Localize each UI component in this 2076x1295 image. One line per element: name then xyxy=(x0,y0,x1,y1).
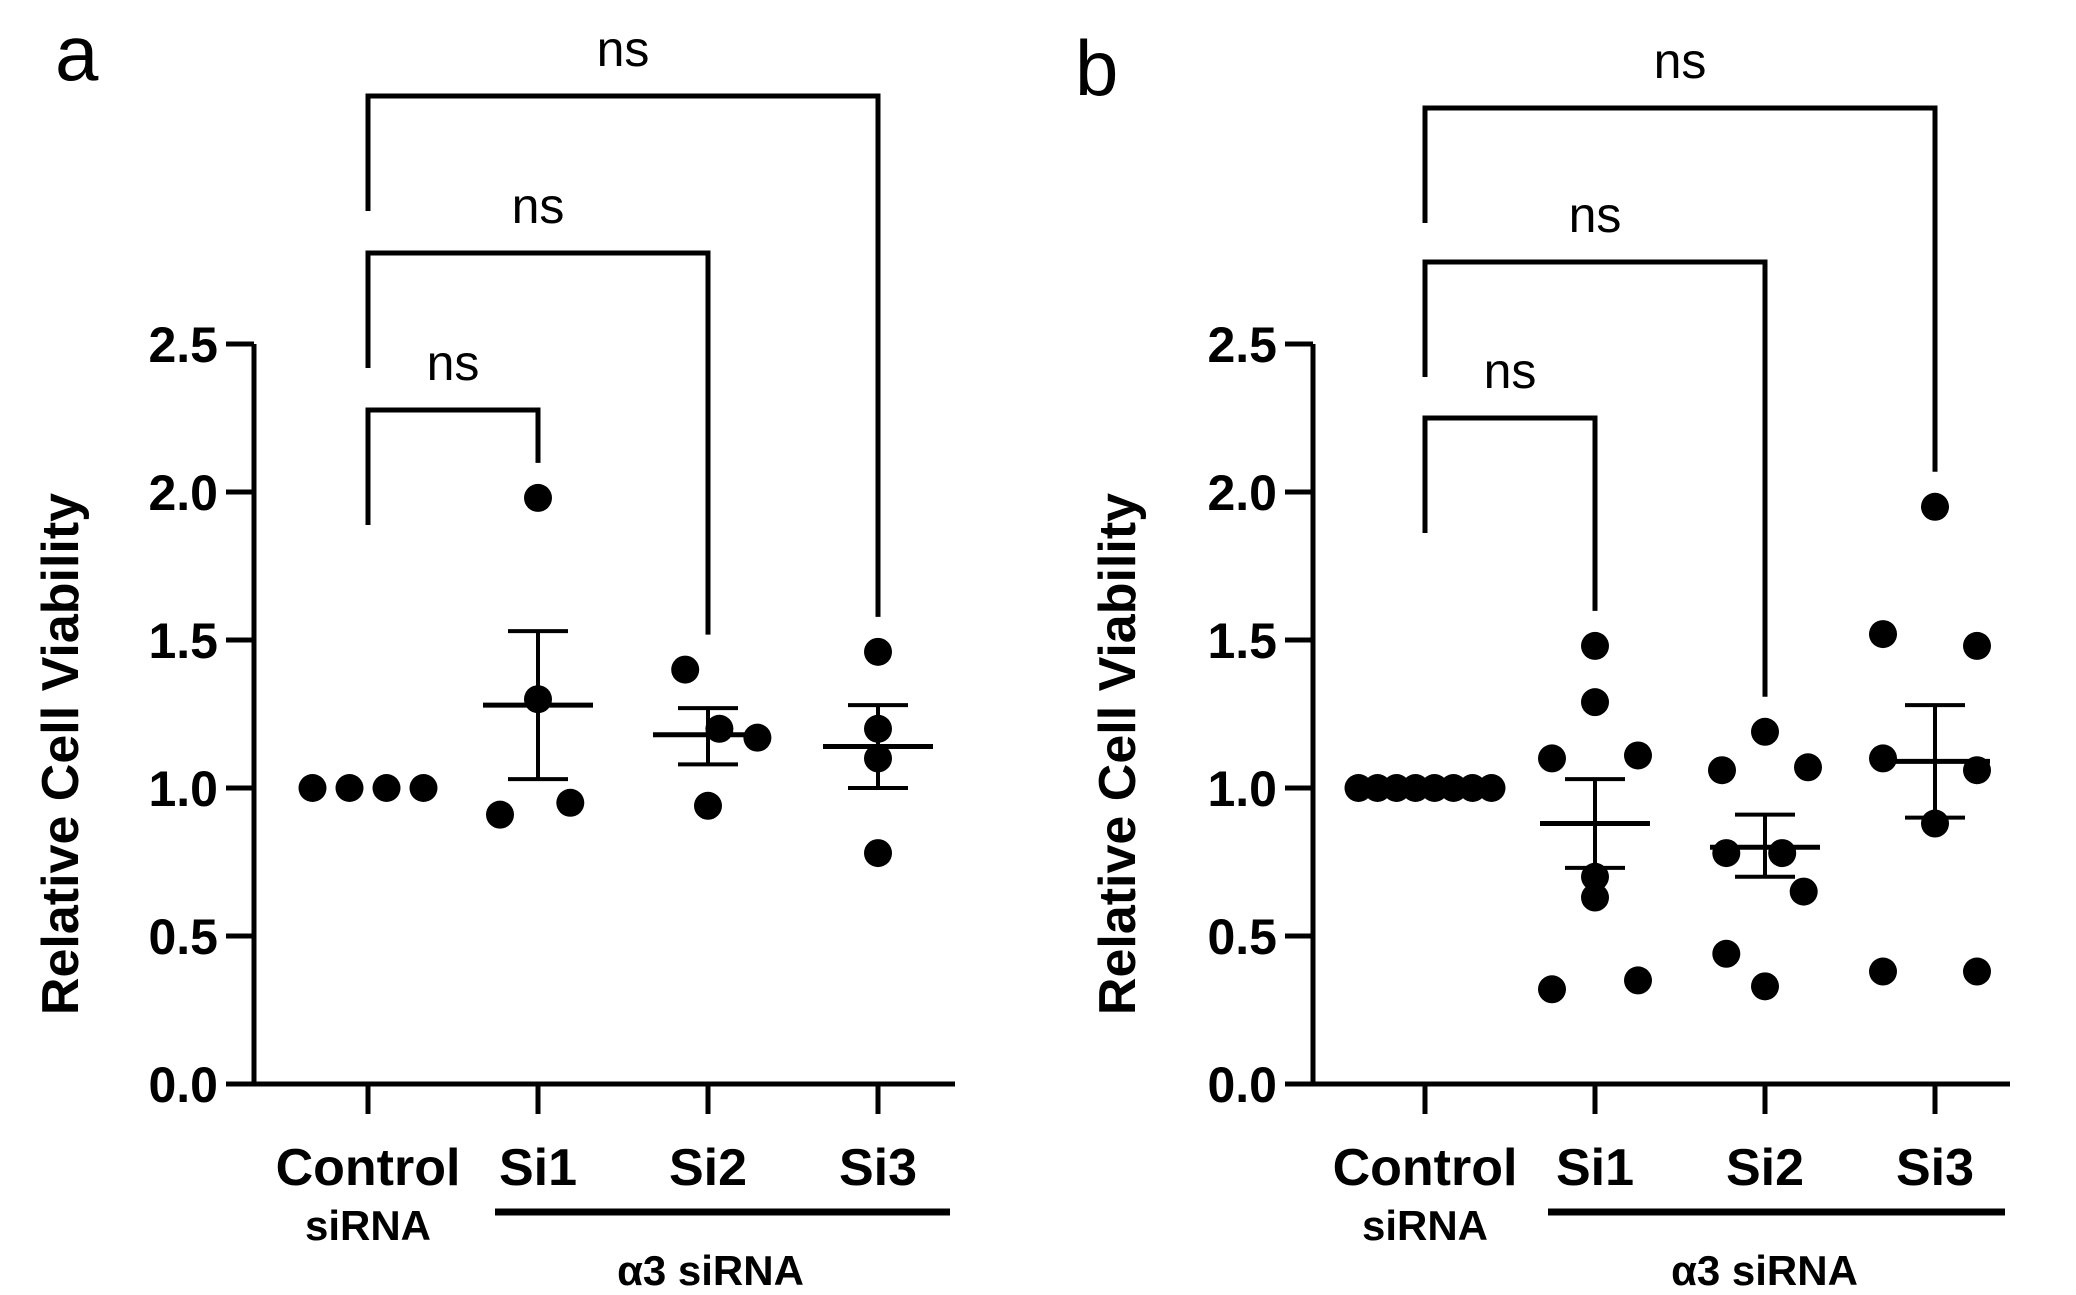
x-tick-sublabel: siRNA xyxy=(305,1202,431,1249)
x-tick-label: Si1 xyxy=(499,1139,577,1197)
data-point xyxy=(1751,717,1779,746)
significance-label: ns xyxy=(1484,343,1537,399)
data-point xyxy=(1624,741,1652,770)
y-tick-label: 2.0 xyxy=(148,465,218,521)
data-point xyxy=(335,774,364,802)
x-tick-label: Si3 xyxy=(1896,1139,1974,1197)
y-axis-title: Relative Cell Viability xyxy=(1089,493,1147,1015)
data-point xyxy=(1581,631,1609,660)
x-tick-label: Control xyxy=(1333,1139,1518,1197)
data-point xyxy=(1477,774,1506,802)
x-tick-label: Si3 xyxy=(839,1139,917,1197)
comparison-bracket xyxy=(1422,259,1768,697)
data-point xyxy=(372,774,401,802)
data-point xyxy=(1789,877,1818,906)
significance-label: ns xyxy=(427,335,480,391)
data-point xyxy=(524,483,552,512)
data-point xyxy=(1712,939,1741,968)
data-point xyxy=(409,774,438,802)
data-point xyxy=(1869,744,1897,773)
y-tick-label: 2.0 xyxy=(1207,465,1277,521)
y-tick-label: 1.0 xyxy=(1207,761,1277,817)
data-point xyxy=(1624,966,1652,995)
data-point xyxy=(864,839,892,868)
data-point xyxy=(1794,753,1822,782)
data-point xyxy=(1869,957,1897,986)
data-point xyxy=(298,774,327,802)
comparison-bracket xyxy=(1422,105,1938,472)
x-tick-label: Si2 xyxy=(1726,1139,1804,1197)
comparison-bracket xyxy=(365,250,711,635)
data-point xyxy=(671,655,700,684)
y-tick-label: 0.5 xyxy=(148,909,218,965)
panel-label: a xyxy=(55,9,99,97)
y-tick-label: 1.5 xyxy=(148,613,218,669)
data-point xyxy=(1768,839,1797,868)
data-point xyxy=(486,800,514,829)
y-tick-label: 2.5 xyxy=(1207,317,1277,373)
comparison-bracket xyxy=(1422,415,1598,611)
y-tick-label: 0.0 xyxy=(1207,1057,1277,1113)
significance-label: ns xyxy=(1654,33,1707,89)
comparison-bracket xyxy=(365,93,881,617)
data-point xyxy=(1712,839,1741,868)
data-point xyxy=(1538,744,1566,773)
y-tick-label: 0.5 xyxy=(1207,909,1277,965)
data-point xyxy=(556,788,585,817)
data-point xyxy=(1921,492,1949,521)
data-point xyxy=(1963,957,1991,986)
significance-label: ns xyxy=(512,178,565,234)
significance-label: ns xyxy=(597,21,650,77)
significance-label: ns xyxy=(1569,187,1622,243)
data-point xyxy=(1581,688,1609,717)
y-tick-label: 0.0 xyxy=(148,1057,218,1113)
panel-label: b xyxy=(1075,24,1118,112)
panel-a: a 0.0 0.5 1.0 1.5 2.0 2.5 Relative Cell Viabili… xyxy=(32,9,955,1294)
data-point xyxy=(1751,972,1779,1001)
y-axis-title: Relative Cell Viability xyxy=(32,493,90,1015)
group-label: α3 siRNA xyxy=(1671,1247,1858,1294)
data-point xyxy=(1963,631,1991,660)
comparison-bracket xyxy=(365,407,541,525)
y-tick-label: 1.0 xyxy=(148,761,218,817)
x-tick-label: Si1 xyxy=(1556,1139,1634,1197)
y-tick-label: 2.5 xyxy=(148,317,218,373)
x-tick-label: Control xyxy=(276,1139,461,1197)
panel-b: b 0.0 0.5 1.0 1.5 2.0 2.5 Relative Cell Viabili… xyxy=(1075,24,2010,1294)
x-tick-sublabel: siRNA xyxy=(1362,1202,1488,1249)
data-point xyxy=(1538,975,1566,1004)
data-point xyxy=(1869,620,1897,649)
data-point xyxy=(1708,756,1736,785)
x-tick-label: Si2 xyxy=(669,1139,747,1197)
data-point xyxy=(743,723,772,752)
data-point xyxy=(694,791,722,820)
group-label: α3 siRNA xyxy=(617,1247,804,1294)
data-point xyxy=(864,637,892,666)
data-point xyxy=(1581,883,1609,912)
y-tick-label: 1.5 xyxy=(1207,613,1277,669)
